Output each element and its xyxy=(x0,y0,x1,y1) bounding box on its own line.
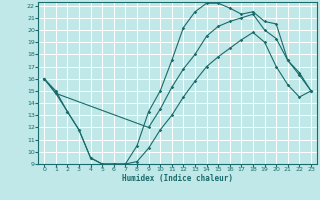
X-axis label: Humidex (Indice chaleur): Humidex (Indice chaleur) xyxy=(122,174,233,183)
